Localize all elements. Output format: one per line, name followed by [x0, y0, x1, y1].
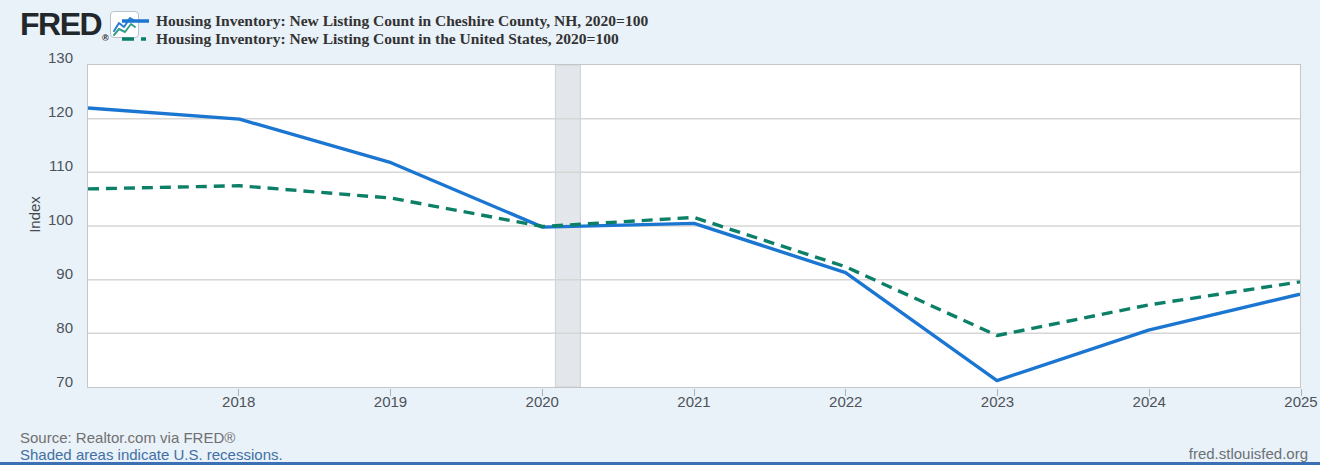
x-tick-mark	[542, 389, 543, 396]
solid-line-swatch	[122, 18, 149, 24]
x-tick-label: 2021	[654, 394, 734, 410]
x-tick-label: 2023	[958, 394, 1038, 410]
x-tick-mark	[997, 389, 998, 396]
x-tick-label: 2024	[1109, 394, 1189, 410]
fred-site-link[interactable]: fred.stlouisfed.org	[1189, 445, 1308, 462]
x-tick-mark	[845, 389, 846, 396]
x-tick-label: 2022	[806, 394, 886, 410]
dashed-line-swatch	[122, 36, 149, 42]
x-tick-label: 2020	[502, 394, 582, 410]
x-tick-label: 2019	[351, 394, 431, 410]
x-tick-label: 2025	[1261, 394, 1320, 410]
y-tick-label: 80	[0, 320, 73, 336]
y-tick-label: 110	[0, 158, 73, 174]
y-tick-label: 120	[0, 104, 73, 120]
y-tick-label: 70	[0, 374, 73, 390]
x-tick-mark	[238, 389, 239, 396]
y-tick-label: 90	[0, 266, 73, 282]
fred-chart-widget: FRED® Housing Inventory: New Listing Cou…	[0, 0, 1320, 465]
legend-item: Housing Inventory: New Listing Count in …	[122, 12, 648, 30]
recessions-note-link[interactable]: Shaded areas indicate U.S. recessions.	[20, 446, 283, 463]
x-tick-mark	[1149, 389, 1150, 396]
x-tick-mark	[694, 389, 695, 396]
legend: Housing Inventory: New Listing Count in …	[122, 12, 648, 48]
legend-label: Housing Inventory: New Listing Count in …	[156, 30, 619, 48]
y-tick-label: 130	[0, 50, 73, 66]
plot-area[interactable]	[87, 64, 1301, 388]
fred-logo-text: FRED	[20, 6, 101, 42]
series-line-cheshire-county	[88, 108, 1300, 381]
x-tick-mark	[1301, 389, 1302, 396]
source-text: Source: Realtor.com via FRED®	[20, 429, 235, 446]
x-tick-label: 2018	[199, 394, 279, 410]
fred-logo[interactable]: FRED®	[20, 6, 106, 43]
x-tick-mark	[390, 389, 391, 396]
y-tick-label: 100	[0, 212, 73, 228]
legend-label: Housing Inventory: New Listing Count in …	[156, 12, 648, 30]
series-line-united-states	[88, 186, 1300, 336]
registered-trademark: ®	[102, 33, 107, 43]
legend-item: Housing Inventory: New Listing Count in …	[122, 30, 648, 48]
